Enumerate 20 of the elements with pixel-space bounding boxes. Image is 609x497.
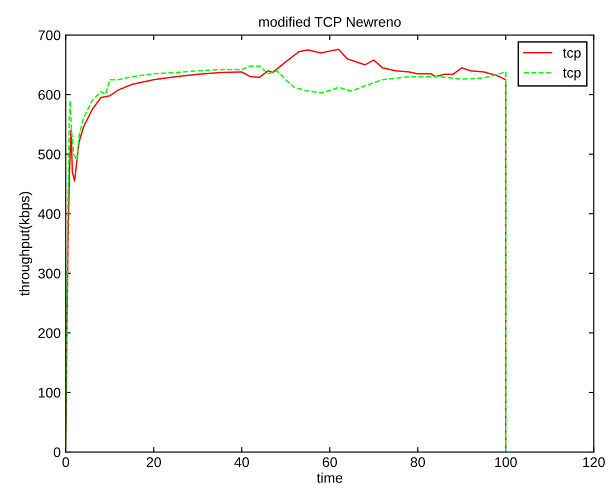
x-tick-label: 20: [146, 457, 161, 468]
x-tick-label: 80: [410, 457, 425, 468]
x-axis-title: time: [316, 472, 342, 483]
legend-label: tcp: [562, 68, 581, 80]
x-tick-label: 60: [322, 457, 337, 468]
y-tick-label: 300: [38, 268, 60, 278]
y-tick-label: 600: [38, 90, 60, 100]
x-tick-label: 0: [62, 457, 70, 468]
chart-title: modified TCP Newreno: [259, 16, 401, 27]
y-tick-label: 200: [38, 328, 60, 338]
legend-label: tcp: [562, 48, 581, 60]
y-tick-label: 100: [38, 388, 60, 398]
y-tick-label: 400: [38, 209, 60, 219]
x-tick-label: 100: [495, 457, 517, 468]
y-tick-label: 0: [54, 447, 60, 458]
x-tick-label: 120: [583, 457, 605, 468]
y-tick-label: 700: [38, 30, 60, 40]
y-axis-title: throughput(kbps): [19, 192, 32, 296]
y-tick-label: 500: [38, 150, 60, 160]
x-tick-label: 40: [234, 457, 249, 468]
